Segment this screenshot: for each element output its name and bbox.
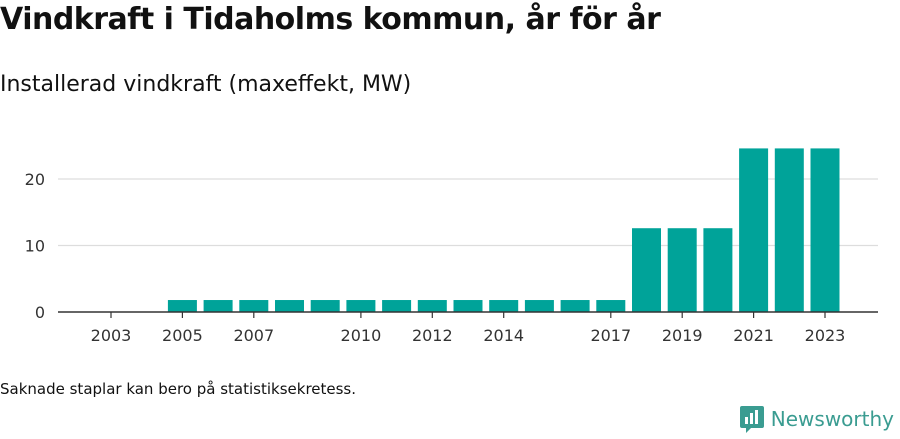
bar-2018 [632,228,661,312]
y-tick-label: 10 [25,237,45,256]
bar-2009 [310,300,340,312]
x-tick-label: 2023 [805,326,846,345]
x-tick-label: 2003 [91,326,132,345]
bar-2007 [239,300,269,312]
bars [167,148,840,312]
bar-2022 [774,148,804,312]
bar-2017 [596,300,626,312]
bar-2008 [275,300,304,312]
x-tick-label: 2012 [412,326,453,345]
x-tick-label: 2017 [590,326,631,345]
brand-name: Newsworthy [770,407,894,431]
x-tick-label: 2010 [341,326,382,345]
chart-title: Vindkraft i Tidaholms kommun, år för år [0,2,661,37]
x-tick-label: 2021 [733,326,774,345]
bar-2023 [810,148,840,312]
bar-2005 [167,300,197,312]
bar-2015 [524,300,554,312]
bar-2010 [346,300,376,312]
axes: 0 10 20 2003 2005 2007 2010 2012 2014 2017 2019 202… [25,170,878,345]
bar-2019 [667,228,697,312]
x-tick-label: 2005 [162,326,203,345]
y-tick-label: 20 [25,170,45,189]
chart-subtitle: Installerad vindkraft (maxeffekt, MW) [0,72,412,97]
bar-2012 [417,300,447,312]
x-tick-label: 2019 [662,326,703,345]
bar-2020 [703,228,733,312]
newsworthy-logo-icon [739,406,764,433]
brand-logo: Newsworthy [739,404,894,434]
y-tick-label: 0 [35,303,45,322]
x-tick-label: 2014 [483,326,524,345]
bar-chart: 0 10 20 2003 2005 2007 2010 2012 2014 2017 2019 202… [25,148,878,345]
bar-2021 [739,148,769,312]
bar-2016 [560,300,590,312]
bar-2013 [453,300,483,312]
footnote: Saknade staplar kan bero på statistiksek… [0,380,357,398]
x-tick-label: 2007 [233,326,274,345]
bar-2006 [203,300,233,312]
bar-2011 [382,300,412,312]
bar-2014 [489,300,519,312]
